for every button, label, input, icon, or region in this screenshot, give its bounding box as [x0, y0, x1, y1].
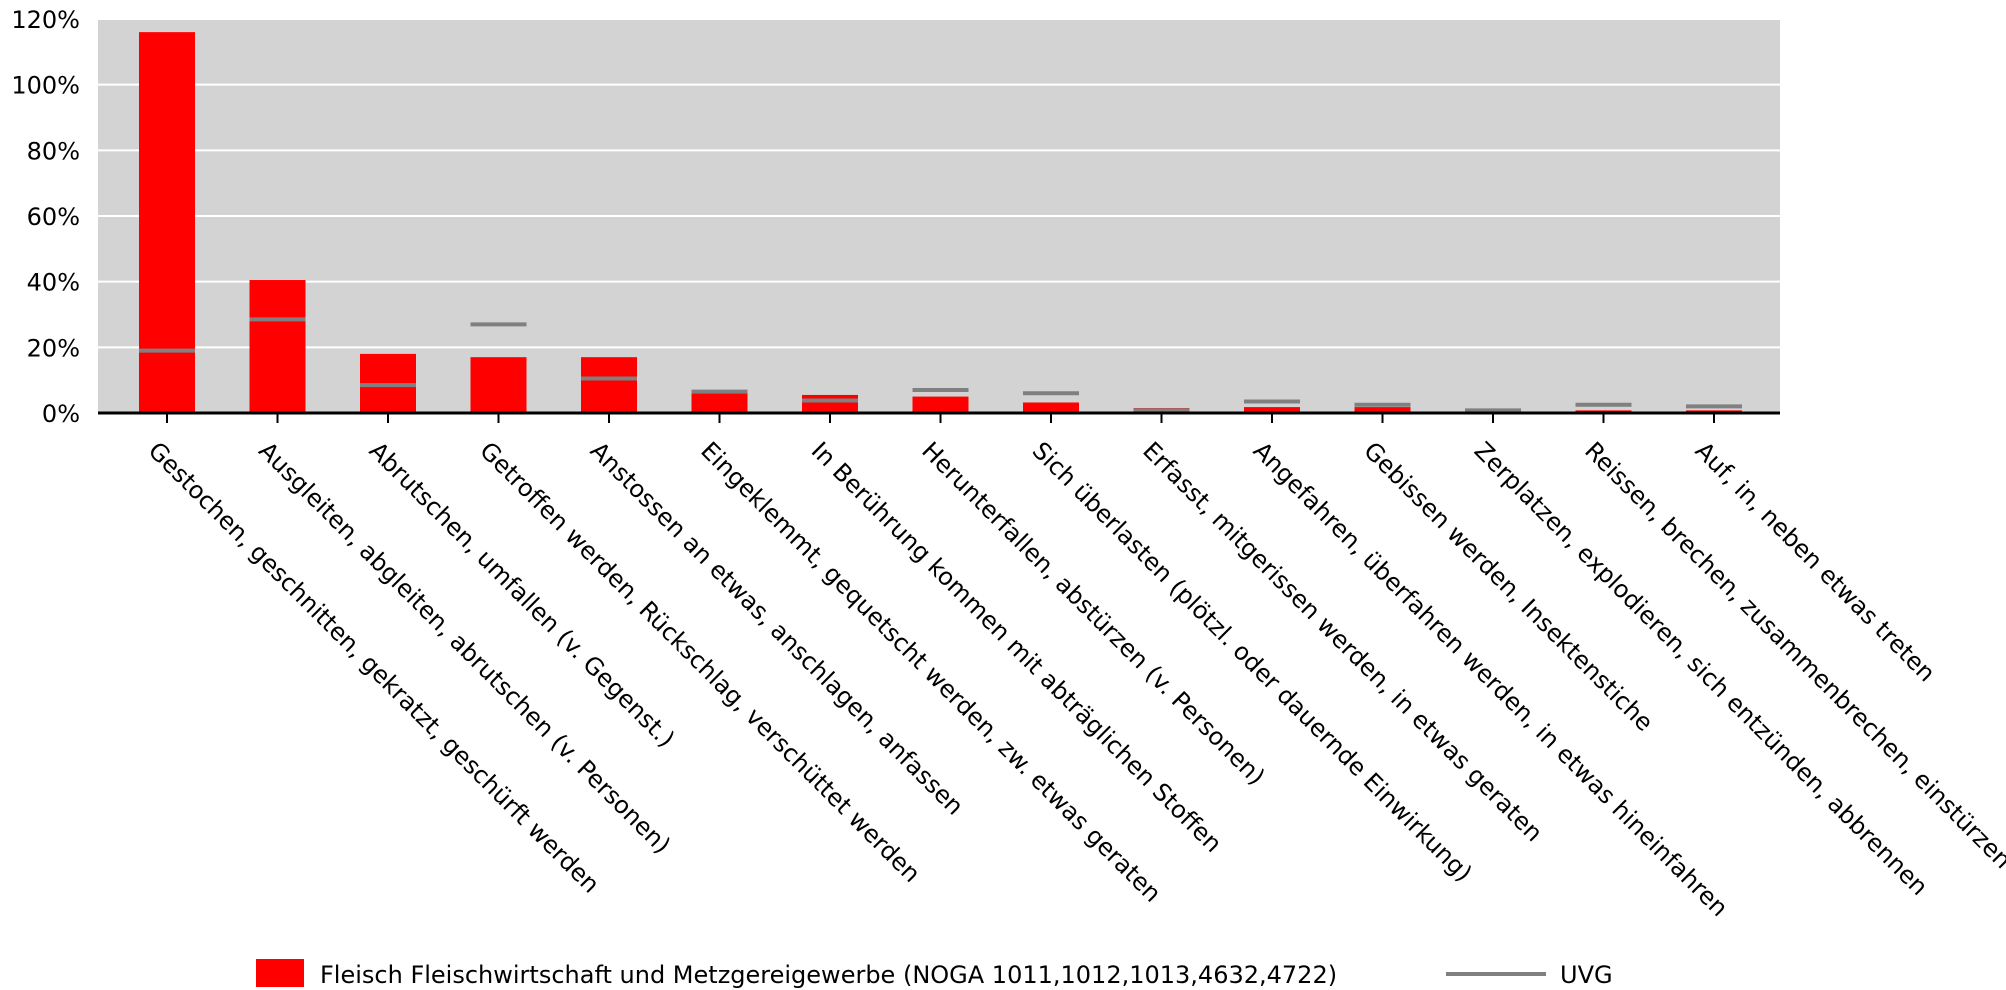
- legend-label-uvg: UVG: [1560, 961, 1613, 989]
- bar: [139, 32, 195, 414]
- bar: [691, 390, 748, 413]
- bar: [1354, 407, 1411, 413]
- bar: [802, 394, 858, 413]
- x-category-label: In Berührung kommen mit abträglichen Sto…: [806, 436, 1228, 858]
- x-category-label: Auf, in, neben etwas treten: [1690, 436, 1941, 687]
- x-axis-category-labels: Gestochen, geschnitten, gekratzt, geschü…: [143, 436, 2006, 922]
- legend-swatch-bar: [256, 959, 304, 987]
- bar: [1244, 407, 1300, 413]
- x-category-label: Ausgleiten, abgleiten, abrutschen (v. Pe…: [253, 436, 676, 859]
- gridlines: [98, 18, 1780, 349]
- bar: [249, 280, 306, 413]
- y-tick-label: 120%: [11, 6, 80, 34]
- y-tick-label: 60%: [27, 203, 80, 231]
- x-category-label: Reissen, brechen, zusammenbrechen, einst…: [1579, 436, 2006, 874]
- y-tick-label: 100%: [11, 72, 80, 100]
- legend-label-bar: Fleisch Fleischwirtschaft und Metzgereig…: [320, 961, 1337, 989]
- x-axis-ticks: [166, 413, 1715, 423]
- y-tick-label: 40%: [27, 269, 80, 297]
- y-tick-label: 20%: [27, 334, 80, 362]
- x-category-label: Erfasst, mitgerissen werden, in etwas ge…: [1137, 436, 1548, 847]
- x-category-label: Anstossen an etwas, anschlagen, anfassen: [585, 436, 969, 820]
- uvg-markers: [139, 317, 1742, 413]
- bar: [470, 357, 527, 413]
- bar: [581, 357, 637, 413]
- legend: Fleisch Fleischwirtschaft und Metzgereig…: [256, 959, 1613, 989]
- y-tick-label: 0%: [42, 400, 80, 428]
- y-tick-label: 80%: [27, 137, 80, 165]
- y-axis-tick-labels: 0% 20% 40% 60% 80% 100% 120%: [11, 6, 80, 428]
- bar: [1023, 402, 1079, 413]
- bar: [912, 396, 969, 413]
